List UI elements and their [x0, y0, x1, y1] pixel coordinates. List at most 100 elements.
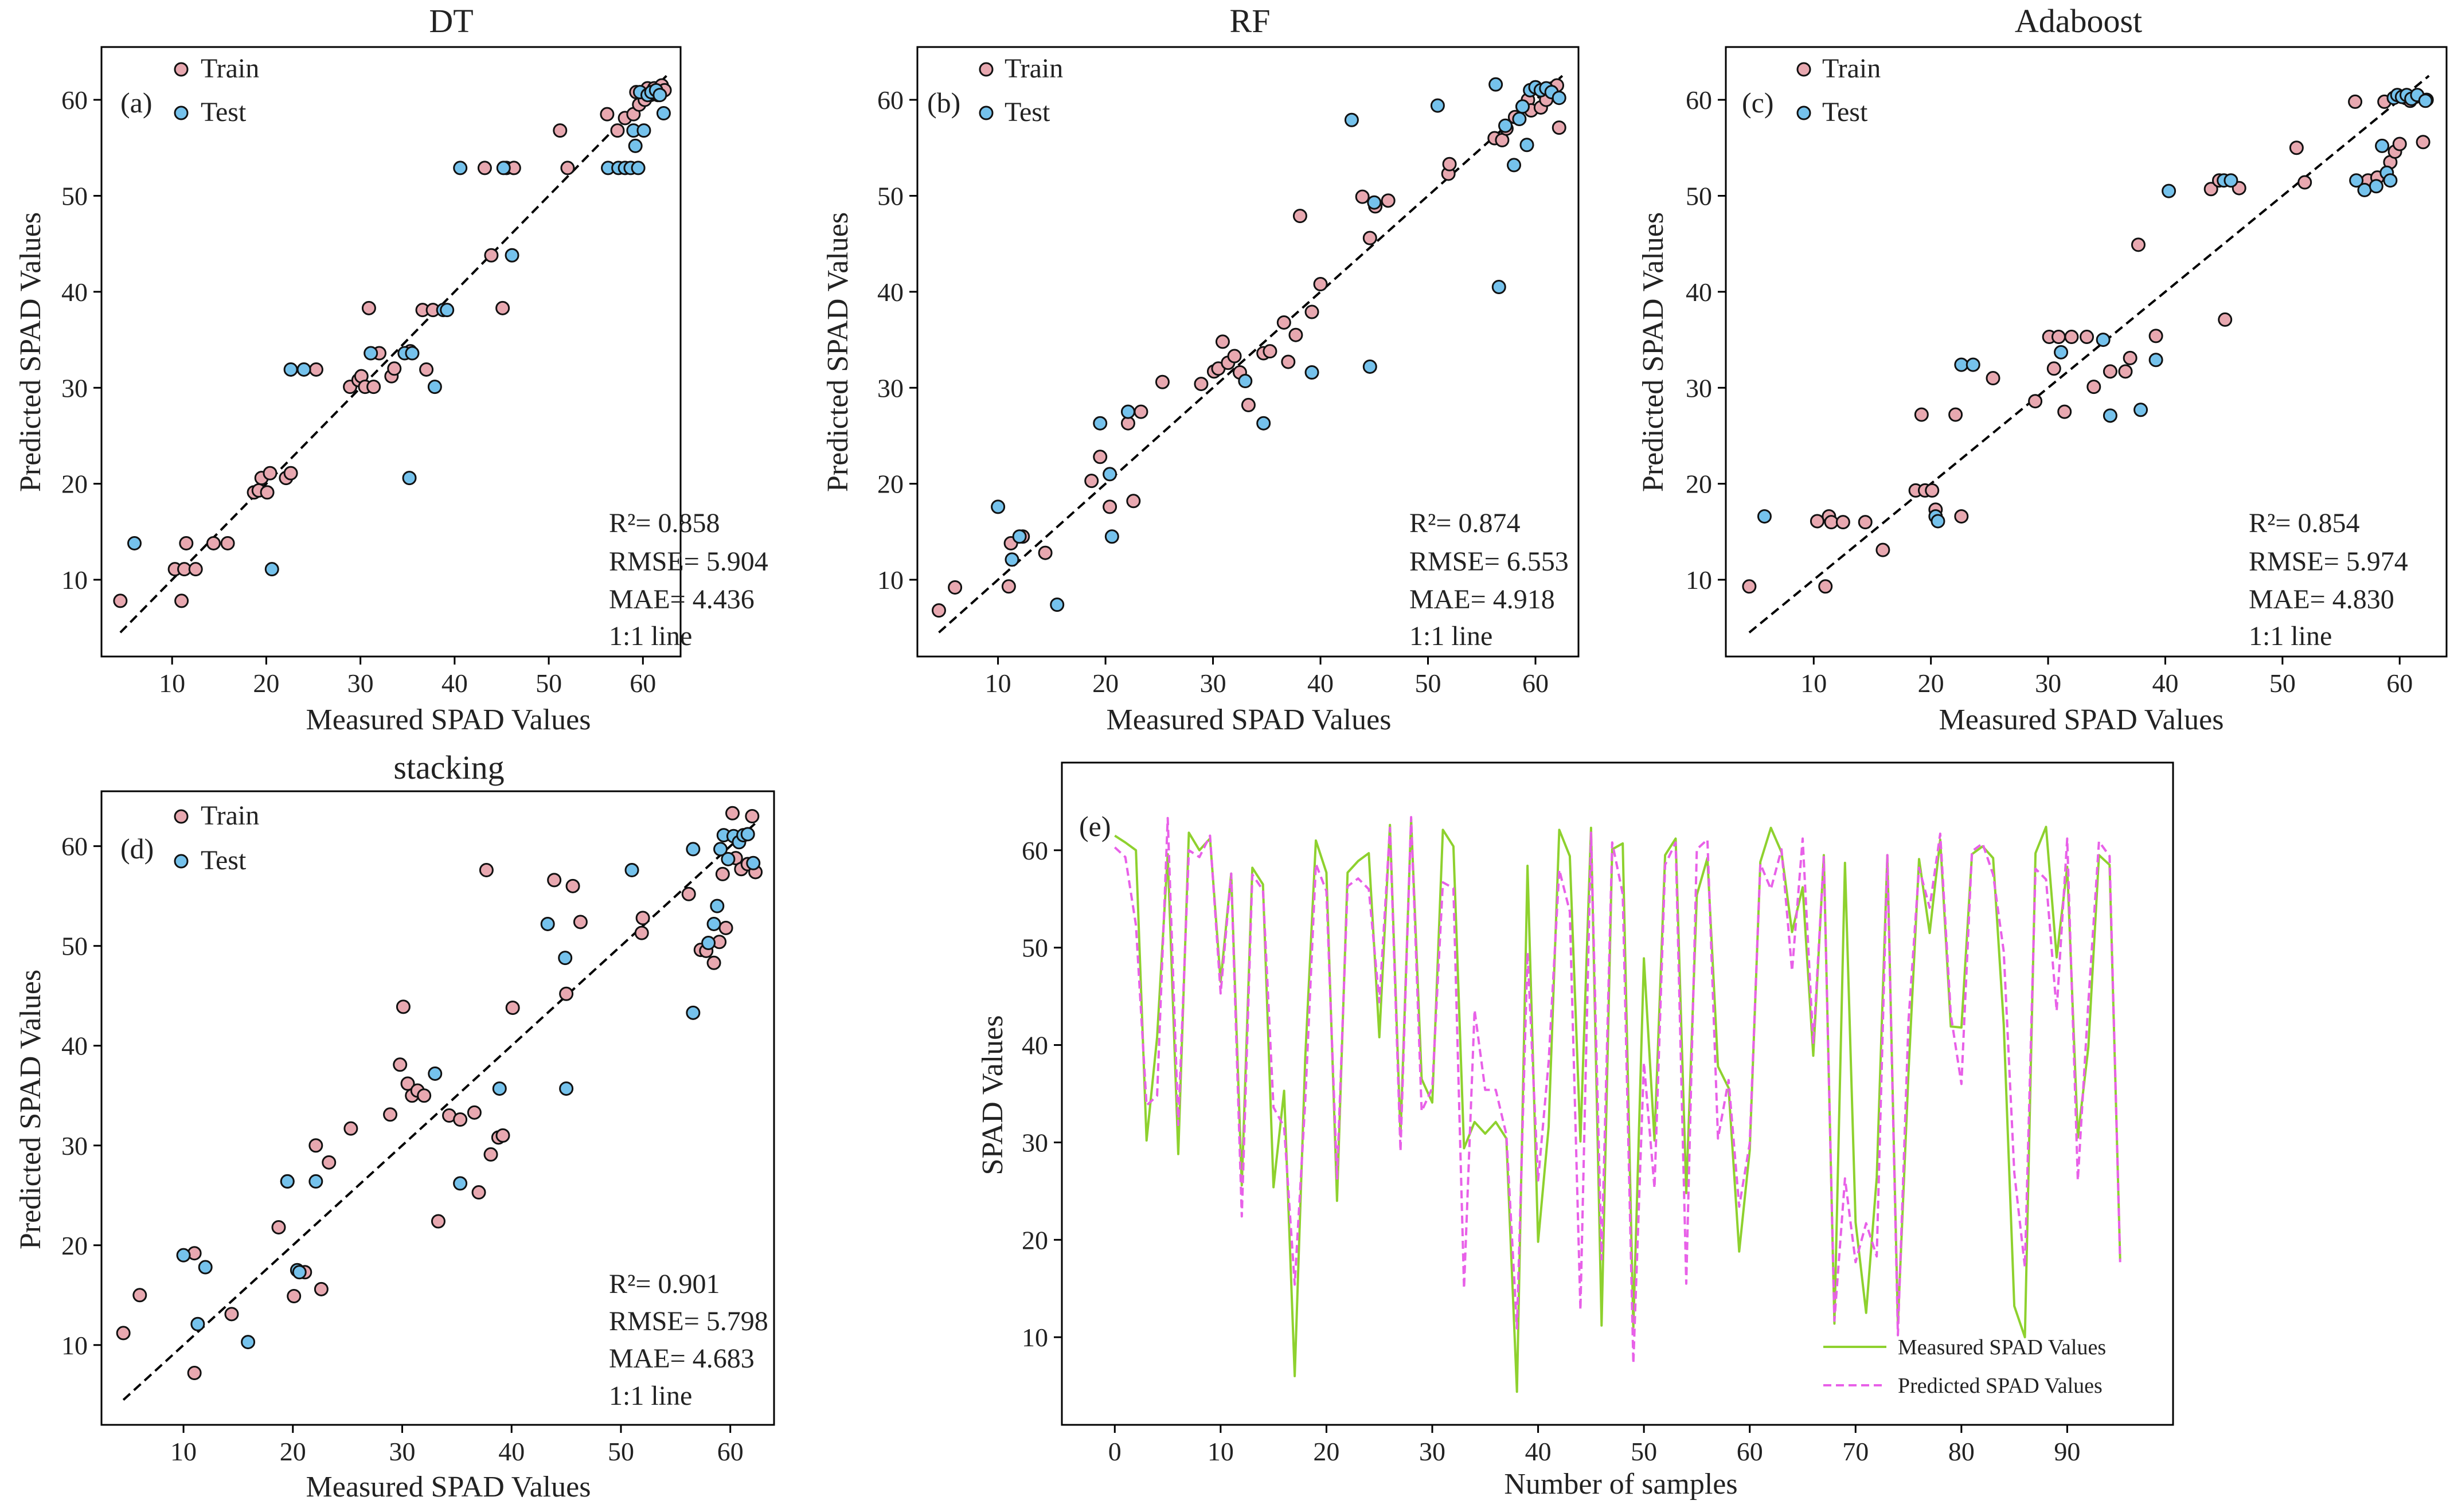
axes-frame [100, 46, 682, 658]
train-point [471, 1185, 486, 1200]
y-tick-label: 50 [1686, 181, 1712, 210]
train-point [1835, 515, 1850, 530]
x-tick-label: 60 [2386, 669, 2413, 698]
x-tick-label: 20 [1918, 669, 1944, 698]
test-point [2369, 179, 2383, 194]
test-point [1931, 514, 1945, 529]
train-point [1810, 514, 1824, 529]
train-point [387, 361, 402, 376]
legend-train-label: Train [201, 800, 259, 831]
test-point [405, 346, 420, 361]
test-point [292, 1265, 307, 1280]
metric-r2: R²= 0.858 [609, 508, 720, 538]
test-point [740, 827, 755, 842]
train-point [2148, 329, 2163, 343]
series-test [176, 827, 761, 1350]
train-point [718, 920, 733, 935]
y-tick-label: 60 [61, 832, 88, 861]
test-point [198, 1260, 213, 1275]
metric-line-label: 1:1 line [2249, 621, 2332, 651]
test-point [2375, 138, 2390, 153]
y-axis-label: Predicted SPAD Values [14, 970, 47, 1249]
train-point [715, 866, 730, 881]
test-point [1103, 467, 1117, 482]
test-point [402, 471, 417, 486]
y-tick-label: 40 [877, 278, 904, 307]
metric-rmse: RMSE= 5.798 [609, 1306, 768, 1337]
y-tick-label: 40 [61, 278, 88, 307]
legend-train-marker [174, 809, 189, 824]
test-point [710, 898, 725, 913]
metric-line-label: 1:1 line [609, 621, 692, 651]
legend-test-marker [1796, 106, 1811, 120]
test-point [558, 951, 573, 966]
metrics: R²= 0.854 RMSE= 5.974 MAE= 4.830 1:1 lin… [2249, 508, 2408, 651]
test-point [1367, 195, 1382, 210]
test-point [505, 248, 519, 263]
legend-test-marker [174, 854, 189, 869]
train-point [453, 1112, 468, 1127]
train-point [1914, 407, 1929, 422]
y-tick-label: 30 [61, 373, 88, 403]
test-point [746, 855, 761, 870]
train-point [1126, 494, 1141, 509]
series-train [113, 78, 672, 608]
metric-line-label: 1:1 line [609, 1381, 692, 1411]
y-tick-label: 60 [877, 85, 904, 115]
series-train [1742, 89, 2434, 594]
metric-mae-label: MAE= [2249, 584, 2326, 615]
y-tick-label: 30 [1686, 373, 1712, 403]
panel-title: DT [429, 2, 473, 40]
y-tick-label: 40 [1022, 1031, 1048, 1060]
test-point [427, 380, 442, 394]
y-tick-label: 50 [877, 181, 904, 210]
y-tick-label: 20 [1022, 1225, 1048, 1255]
x-axis-label: Number of samples [1504, 1468, 1737, 1501]
y-tick-label: 20 [1686, 470, 1712, 499]
x-tick-label: 30 [2035, 669, 2061, 698]
test-point [686, 842, 701, 857]
y-tick-label: 10 [1686, 565, 1712, 595]
panel-adaboost: 10 20 30 40 50 60 10 20 30 40 50 60 Adaboost (c) Me… [1637, 2, 2448, 736]
metric-mae-value: 4.918 [1493, 584, 1555, 615]
y-axis-label: SPAD Values [976, 1015, 1009, 1175]
axes-frame [1725, 46, 2448, 658]
y-tick-label: 10 [877, 565, 904, 595]
x-tick-label: 30 [1200, 669, 1226, 698]
x-tick-label: 50 [608, 1437, 634, 1466]
train-point [1276, 315, 1291, 330]
train-point [2392, 136, 2407, 151]
test-point [453, 161, 468, 175]
panel-rf: 10 20 30 40 50 60 10 20 30 40 50 60 RF (b) Measured… [822, 2, 1580, 736]
series-test [127, 83, 671, 577]
train-point [431, 1214, 446, 1229]
train-point [634, 925, 649, 940]
test-point [492, 1081, 507, 1096]
y-tick-label: 10 [61, 565, 88, 595]
test-point [713, 842, 728, 857]
y-tick-label: 50 [61, 932, 88, 961]
test-point [1256, 416, 1271, 431]
train-point [1925, 483, 1940, 498]
x-axis-label: Measured SPAD Values [1939, 704, 2224, 736]
train-point [477, 161, 492, 175]
test-point [1552, 91, 1566, 106]
legend-test-marker [174, 106, 189, 120]
train-point [361, 300, 376, 315]
metric-rmse-value: 5.904 [706, 546, 768, 577]
train-point [484, 248, 499, 263]
legend-train-label: Train [1822, 53, 1881, 84]
plot-area: 10 20 30 40 50 60 10 20 30 40 50 60 [877, 46, 1580, 698]
train-point [1194, 377, 1209, 392]
test-point [1515, 99, 1530, 114]
metric-mae: MAE= 4.918 [1409, 584, 1555, 615]
y-tick-label: 20 [61, 1231, 88, 1260]
x-tick-label: 50 [1415, 669, 1441, 698]
train-point [547, 873, 562, 888]
x-axis-label: Measured SPAD Values [306, 704, 591, 736]
test-point [1238, 374, 1253, 389]
train-point [393, 1057, 408, 1072]
metric-r2-value: 0.858 [658, 508, 720, 538]
train-point [1038, 545, 1053, 560]
x-tick-label: 50 [536, 669, 562, 698]
